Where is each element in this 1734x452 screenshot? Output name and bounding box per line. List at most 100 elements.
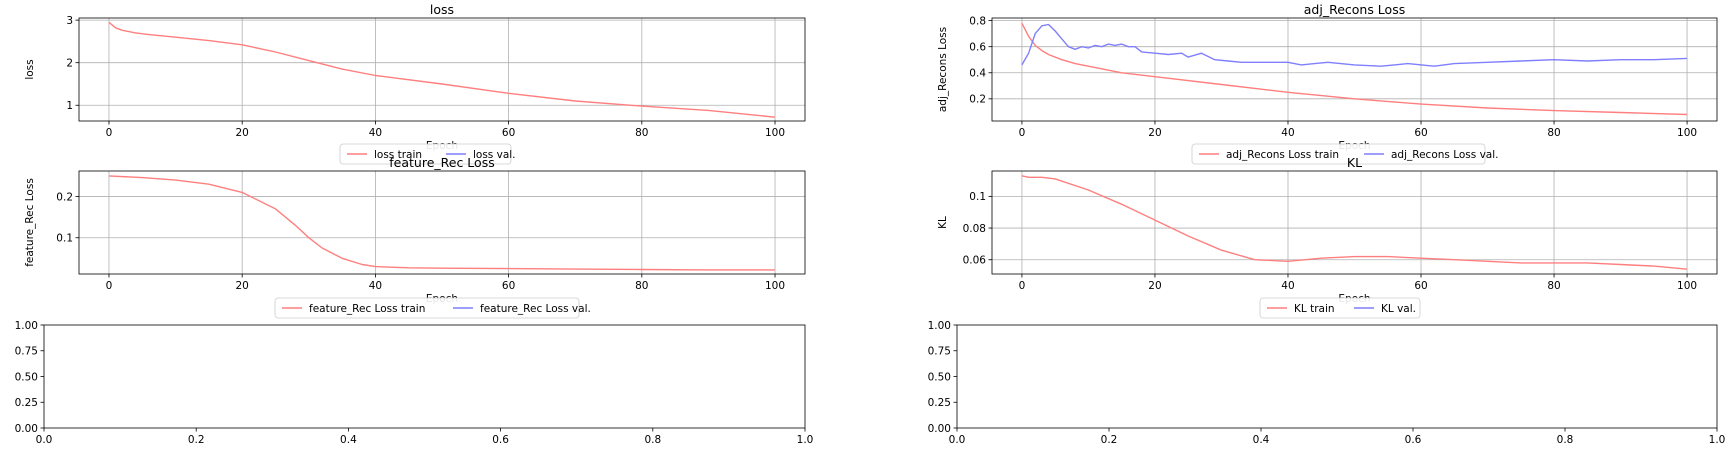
y-tick-label: 0.08	[963, 223, 986, 235]
y-axis-label: feature_Rec Loss	[24, 178, 36, 267]
x-tick-label: 60	[502, 127, 515, 139]
x-tick-label: 40	[1281, 127, 1294, 139]
x-tick-label: 60	[1414, 127, 1427, 139]
y-tick-label: 0.25	[928, 397, 951, 409]
x-tick-label: 20	[1148, 127, 1161, 139]
subplot-5: 0.0 0.2 0.4 0.6 0.8 1.0 0.00 0.25 0.50 0.75 1.00	[15, 320, 814, 446]
axes-frame	[78, 17, 806, 122]
y-tick-label: 0.1	[56, 233, 73, 245]
x-tick-label: 100	[765, 280, 785, 292]
x-tick-label: 100	[1677, 280, 1697, 292]
x-tick-label: 80	[635, 127, 648, 139]
x-tick-label: 80	[635, 280, 648, 292]
y-tick-label: 0.1	[969, 191, 986, 203]
y-axis-label: KL	[937, 216, 949, 229]
series-line-train	[108, 21, 776, 118]
legend-box	[1191, 143, 1486, 165]
x-tick-label: 60	[502, 280, 515, 292]
legend-label-train: loss train	[374, 149, 422, 161]
y-tick-label: 0.75	[928, 346, 951, 358]
x-tick-label: 0.2	[188, 434, 205, 446]
axes-frame	[991, 170, 1718, 275]
x-tick-label: 0.8	[644, 434, 661, 446]
legend-label-train: feature_Rec Loss train	[309, 303, 425, 315]
subplot-3: 0 20 40 60 80 100 0.1 0.2 feature_Rec Loss featur…	[24, 155, 806, 319]
y-axis-label: loss	[24, 59, 36, 79]
legend-label-train: adj_Recons Loss train	[1226, 149, 1339, 161]
x-tick-label: 20	[1148, 280, 1161, 292]
legend: adj_Recons Loss train adj_Recons Loss val…	[1191, 143, 1498, 165]
x-tick-label: 1.0	[1709, 434, 1726, 446]
legend-label-val: KL val.	[1381, 303, 1416, 315]
y-tick-label: 0.00	[928, 423, 951, 435]
y-tick-label: 1.00	[15, 320, 38, 332]
x-tick-label: 0	[106, 280, 113, 292]
y-tick-label: 0.00	[15, 423, 38, 435]
axes-frame	[78, 170, 806, 275]
x-tick-label: 0.4	[1253, 434, 1270, 446]
y-tick-label: 0.8	[969, 15, 986, 27]
axes-frame	[956, 324, 1718, 429]
x-tick-label: 1.0	[797, 434, 814, 446]
x-tick-label: 100	[765, 127, 785, 139]
series-line-val	[1021, 23, 1688, 67]
legend: feature_Rec Loss train feature_Rec Loss v…	[274, 297, 591, 319]
series-line-train	[1021, 175, 1688, 270]
y-tick-label: 0.25	[15, 397, 38, 409]
x-tick-label: 0.6	[1405, 434, 1422, 446]
y-tick-label: 0.2	[56, 191, 73, 203]
y-tick-label: 2	[66, 57, 73, 69]
x-tick-label: 0.0	[949, 434, 966, 446]
legend-label-train: KL train	[1294, 303, 1335, 315]
axes-frame	[43, 324, 806, 429]
x-tick-label: 60	[1414, 280, 1427, 292]
chart-title: adj_Recons Loss	[1304, 2, 1405, 17]
legend-label-val: feature_Rec Loss val.	[480, 303, 591, 315]
y-tick-label: 0.4	[969, 68, 986, 80]
y-tick-label: 3	[66, 15, 73, 27]
legend-box	[1259, 297, 1421, 319]
y-tick-label: 0.75	[15, 346, 38, 358]
x-tick-label: 0	[106, 127, 113, 139]
subplot-1: 020406080100123losslossEpochloss trainlo…	[24, 2, 806, 165]
legend-label-val: adj_Recons Loss val.	[1391, 149, 1498, 161]
x-tick-label: 80	[1547, 127, 1560, 139]
legend: loss train loss val.	[339, 143, 516, 165]
subplot-6: 0.0 0.2 0.4 0.6 0.8 1.0 0.00 0.25 0.50 0.75 1.00	[928, 320, 1726, 446]
legend-box	[339, 143, 512, 165]
y-tick-label: 1.00	[928, 320, 951, 332]
x-tick-label: 0	[1019, 280, 1026, 292]
chart-title: feature_Rec Loss	[389, 155, 494, 170]
x-tick-label: 40	[369, 127, 382, 139]
x-tick-label: 0	[1019, 127, 1026, 139]
legend-label-val: loss val.	[473, 149, 516, 161]
x-tick-label: 20	[235, 127, 248, 139]
y-tick-label: 0.50	[928, 371, 951, 383]
series-line-train	[1021, 22, 1688, 116]
chart-title: KL	[1347, 155, 1362, 170]
y-tick-label: 1	[66, 100, 73, 112]
y-tick-label: 0.2	[969, 94, 986, 106]
x-tick-label: 0.0	[36, 434, 53, 446]
y-tick-label: 0.6	[969, 41, 986, 53]
x-tick-label: 40	[1281, 280, 1294, 292]
x-tick-label: 0.6	[492, 434, 509, 446]
series-line-train	[108, 175, 775, 271]
y-tick-label: 0.50	[15, 371, 38, 383]
x-tick-label: 40	[369, 280, 382, 292]
legend-box	[274, 297, 580, 319]
legend: KL train KL val.	[1259, 297, 1421, 319]
y-axis-label: adj_Recons Loss	[937, 27, 949, 112]
y-tick-label: 0.06	[963, 255, 987, 267]
x-tick-label: 80	[1547, 280, 1560, 292]
axes-frame	[991, 17, 1718, 122]
chart-title: loss	[430, 2, 454, 17]
subplot-2: 0 20 40 60 80 100 0.2 0.4 0.6 0.8 adj_Recons Loss a…	[937, 2, 1718, 165]
x-tick-label: 100	[1677, 127, 1697, 139]
x-tick-label: 0.2	[1101, 434, 1118, 446]
x-tick-label: 0.4	[340, 434, 357, 446]
x-tick-label: 20	[235, 280, 248, 292]
x-tick-label: 0.8	[1557, 434, 1574, 446]
